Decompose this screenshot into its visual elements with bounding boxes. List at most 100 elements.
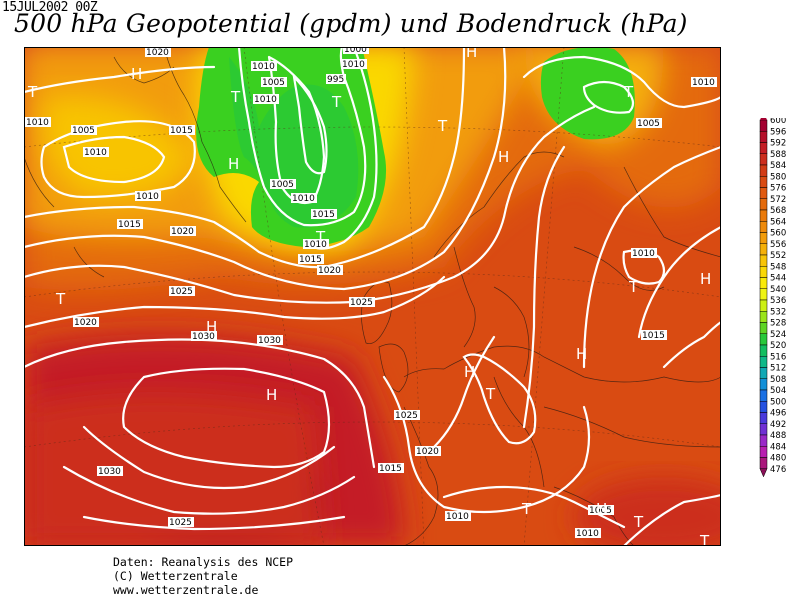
legend-level-label: 532 (770, 307, 786, 317)
legend-swatch (759, 367, 768, 379)
pressure-system-marker: T (55, 290, 66, 308)
pressure-system-marker: T (521, 500, 532, 518)
pressure-system-marker: T (699, 532, 710, 546)
legend-level-label: 520 (770, 341, 786, 351)
legend-level-label: 528 (770, 319, 786, 329)
legend-swatch (759, 389, 768, 402)
map-date: 15JUL2002 00Z (2, 0, 98, 15)
footer-copyright: (C) Wetterzentrale (113, 569, 238, 583)
pressure-label: 1025 (350, 298, 373, 308)
legend-level-label: 524 (770, 330, 786, 340)
legend-swatch (759, 401, 768, 413)
legend-level-label: 480 (770, 454, 786, 464)
pressure-label: 995 (327, 75, 344, 85)
legend-swatch (759, 322, 768, 334)
legend-swatch (759, 423, 768, 436)
pressure-label: 1015 (299, 255, 322, 265)
pressure-system-marker: H (266, 386, 277, 404)
pressure-label: 1005 (637, 119, 660, 129)
legend-swatch (759, 412, 768, 424)
legend-end-arrow (759, 468, 768, 478)
map-title: 500 hPa Geopotential (gpdm) und Bodendru… (14, 9, 688, 38)
pressure-label: 1020 (318, 266, 341, 276)
legend-swatch (759, 153, 768, 166)
data-source-footer: Daten: Reanalysis des NCEP (C) Wetterzen… (113, 555, 293, 597)
pressure-system-marker: H (131, 65, 142, 83)
legend-swatch (759, 164, 768, 177)
legend-swatch (759, 254, 768, 267)
legend-swatch (759, 131, 768, 143)
pressure-label: 1010 (254, 95, 277, 105)
pressure-system-marker: T (633, 513, 644, 531)
pressure-label: 1010 (632, 249, 655, 259)
legend-level-label: 484 (770, 442, 786, 452)
legend-swatch (759, 457, 768, 469)
pressure-system-markers: H T H T T T H T H H T T H H H T H T T H … (27, 47, 711, 546)
pressure-system-marker: H (576, 345, 587, 363)
legend-swatch (759, 119, 768, 132)
legend-level-label: 592 (770, 139, 786, 149)
legend-bars (759, 118, 768, 478)
pressure-system-marker: T (315, 228, 326, 246)
pressure-label: 1025 (170, 287, 193, 297)
legend-swatch (759, 187, 768, 199)
pressure-label: 1010 (304, 240, 327, 250)
pressure-system-marker: T (331, 93, 342, 111)
pressure-label: 1025 (395, 411, 418, 421)
pressure-label: 1010 (26, 118, 49, 128)
legend-swatch (759, 288, 768, 301)
pressure-label: 1030 (98, 467, 121, 477)
pressure-system-marker: H (464, 363, 475, 381)
legend-swatch (759, 378, 768, 391)
legend-swatch (759, 434, 768, 447)
pressure-system-marker: H (228, 155, 239, 173)
legend-level-label: 552 (770, 251, 786, 261)
legend-swatch (759, 333, 768, 346)
legend-labels: 6005965925885845805765725685645605565525… (770, 118, 786, 475)
pressure-label: 1020 (74, 318, 97, 328)
legend-swatch (759, 176, 768, 188)
legend-swatch (759, 446, 768, 458)
legend-level-label: 508 (770, 375, 786, 385)
pressure-label: 1015 (170, 126, 193, 136)
legend-swatch (759, 311, 768, 323)
legend-level-label: 540 (770, 285, 786, 295)
legend-level-label: 600 (770, 118, 786, 126)
legend-level-label: 576 (770, 184, 786, 194)
pressure-system-marker: T (628, 278, 639, 296)
pressure-label: 1005 (589, 506, 612, 516)
grid-lines (24, 47, 721, 546)
pressure-label: 1010 (252, 62, 275, 72)
legend-swatch (759, 344, 768, 357)
pressure-system-marker: T (485, 385, 496, 403)
legend-swatch (759, 198, 768, 211)
legend-level-label: 496 (770, 409, 786, 419)
legend-level-label: 500 (770, 397, 786, 407)
legend-level-label: 512 (770, 364, 786, 374)
legend-level-label: 492 (770, 420, 786, 430)
legend-level-label: 504 (770, 386, 786, 396)
legend-level-label: 580 (770, 172, 786, 182)
legend-level-label: 584 (770, 161, 786, 171)
pressure-label: 1010 (84, 148, 107, 158)
legend-start-arrow (760, 118, 767, 120)
pressure-label: 1025 (169, 518, 192, 528)
legend-swatch (759, 277, 768, 289)
footer-website[interactable]: www.wetterzentrale.de (113, 583, 259, 597)
pressure-label: 1010 (576, 529, 599, 539)
pressure-system-marker: T (230, 88, 241, 106)
pressure-label: 1010 (292, 194, 315, 204)
legend-swatch (759, 266, 768, 278)
pressure-label: 1030 (192, 332, 215, 342)
legend-swatch (759, 356, 768, 368)
legend-swatch (759, 299, 768, 312)
pressure-label: 1020 (171, 227, 194, 237)
pressure-label: 1015 (118, 220, 141, 230)
legend-level-label: 564 (770, 217, 786, 227)
pressure-system-marker: T (623, 83, 634, 101)
pressure-label: 1005 (271, 180, 294, 190)
pressure-label: 1015 (642, 331, 665, 341)
pressure-label: 1020 (146, 48, 169, 58)
pressure-label: 1010 (342, 60, 365, 70)
coastlines (24, 47, 721, 546)
